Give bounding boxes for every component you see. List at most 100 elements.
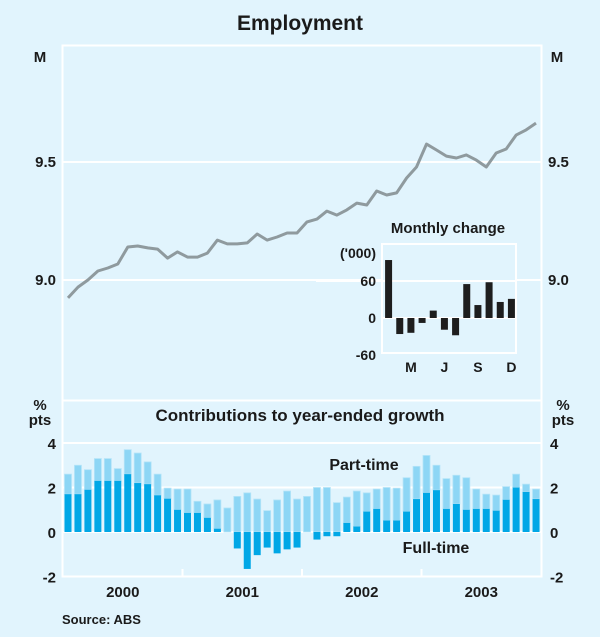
full-time-bar [94,480,102,532]
full-time-bar [164,498,172,532]
bottom-y-tick-label-left: 4 [48,436,57,453]
part-time-bar [64,473,72,495]
part-time-bar [382,487,391,521]
bottom-y-tick-label-right: 2 [550,481,558,498]
part-time-bar [422,455,431,494]
part-time-bar [253,498,262,533]
bottom-y-tick-label-left: 0 [48,525,56,542]
part-time-bar [103,458,112,482]
part-time-bar [74,464,82,495]
full-time-bar [492,510,500,532]
part-time-bar [123,449,132,475]
x-year-label: 2001 [226,584,259,601]
part-time-bar [482,493,491,510]
full-time-bar [393,520,401,532]
part-time-bar [143,461,152,485]
full-time-bar [104,480,112,532]
full-time-bar [243,532,251,569]
full-time-bar [203,517,211,532]
part-time-bar [522,483,530,493]
part-time-bar [84,469,92,491]
part-time-bar [273,499,282,533]
part-time-bar [233,495,242,533]
part-time-bar [153,473,162,496]
part-time-bar [532,488,540,500]
full-time-bar [482,508,490,532]
part-time-bar [213,499,222,530]
bottom-y-tick-label-left: -2 [43,570,56,587]
part-time-bar [223,507,232,533]
part-time-bar [352,490,361,527]
part-time-bar [313,487,321,533]
full-time-bar [154,495,162,532]
pts-label-right: pts [552,412,575,429]
full-time-bar [124,474,132,532]
part-time-bar [472,488,481,510]
part-time-bar [412,465,421,500]
inset-bar [396,318,404,335]
full-time-bar [263,532,271,548]
full-time-bar [403,511,411,532]
full-time-bar [74,494,82,532]
full-time-bar [293,532,301,548]
inset-bar [452,318,460,336]
part-time-bar [173,488,182,511]
part-time-bar [193,500,202,514]
part-time-label: Part-time [329,457,398,474]
part-time-bar [133,452,142,484]
full-time-bar [144,484,152,532]
full-time-bar [64,494,72,532]
inset-frame [381,243,517,354]
full-time-bar [512,487,520,532]
full-time-bar [373,508,381,532]
full-time-bar [323,532,331,537]
full-time-bar [193,512,201,532]
full-time-bar [184,512,191,532]
inset-unit: ('000) [340,245,376,261]
part-time-bar [462,477,471,511]
full-time-bar [383,520,391,532]
bottom-y-tick-label-left: 2 [48,481,56,498]
part-time-bar [402,477,411,512]
full-time-bar [462,509,470,532]
part-time-bar [452,474,461,505]
full-time-bar [423,492,430,532]
full-time-bar [502,499,510,532]
part-time-bar [163,487,172,500]
inset-y-tick-label: -60 [356,347,376,363]
full-time-bar [283,532,291,550]
full-time-bar [343,522,351,532]
full-time-bar [472,508,480,532]
employment-line [66,121,537,299]
part-time-bar [512,473,521,488]
part-time-bar [203,503,212,519]
x-year-label: 2000 [106,584,139,601]
part-time-bar [243,492,252,533]
part-time-bar [492,494,501,512]
inset-bar [463,284,471,318]
full-time-bar [313,532,321,540]
y-tick-label-left: 9.0 [35,272,56,289]
full-time-bar [233,532,241,549]
inset-x-tick-label: J [441,359,449,375]
part-time-bar [432,464,441,491]
pts-label-left: pts [29,412,52,429]
full-time-bar [333,532,341,537]
inset-bar [507,298,515,318]
part-time-bar [502,486,511,501]
part-time-bar [303,495,311,533]
full-time-bar [174,509,182,532]
inset-y-tick-label: 60 [360,273,376,289]
inset-bar [474,305,482,318]
full-time-bar [273,532,281,554]
inset-x-tick-label: M [405,359,417,375]
bottom-panel: Contributions to year-ended growth % pts… [29,397,575,601]
pct-symbol-right: % [556,397,569,414]
full-time-bar [432,490,440,532]
y-tick-label-right: 9.0 [548,272,569,289]
y-tick-label-right: 9.5 [548,154,569,171]
full-time-bar [253,532,261,556]
part-time-bar [442,478,451,510]
y-unit-right: M [551,49,564,66]
